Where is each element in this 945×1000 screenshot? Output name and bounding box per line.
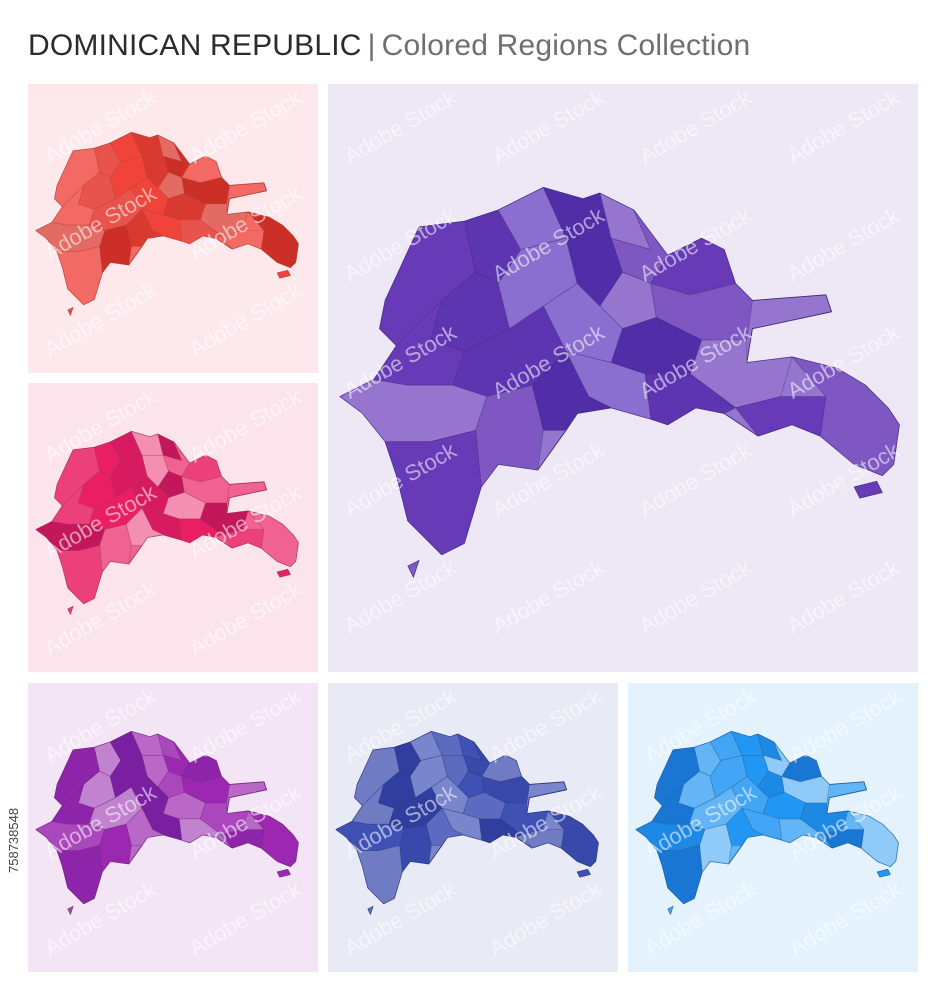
map-panel-purple: Adobe Stock Adobe Stock Adobe Stock Adobe S… [28, 683, 318, 972]
province-region [699, 823, 732, 873]
province-region [99, 224, 132, 274]
saona-island [853, 480, 883, 499]
panel-indigo-svg [335, 730, 599, 916]
province-region [99, 523, 132, 573]
panel-violet-svg [339, 187, 900, 579]
saona-island [576, 868, 591, 878]
map-panel-red: Adobe Stock Adobe Stock Adobe Stock Adobe S… [28, 84, 318, 373]
dominican-republic-map [339, 187, 900, 579]
province-region [636, 821, 706, 851]
beata-island [407, 559, 420, 579]
map-panel-blue: Adobe Stock Adobe Stock Adobe Stock Adobe S… [628, 683, 918, 972]
saona-island [276, 269, 291, 279]
province-region [125, 808, 164, 846]
province-region [340, 379, 488, 442]
map-panel-violet-large: Adobe Stock Adobe Stock Adobe Stock Adobe S… [328, 84, 918, 672]
dominican-republic-map [335, 730, 599, 916]
dominican-republic-map [35, 730, 299, 916]
province-region [650, 238, 736, 296]
collection-subtitle: Colored Regions Collection [381, 29, 751, 62]
province-region [425, 808, 464, 846]
panel-pink-svg [35, 430, 299, 616]
beata-island [67, 306, 74, 317]
map-panel-indigo: Adobe Stock Adobe Stock Adobe Stock Adobe S… [328, 683, 618, 972]
province-region [99, 823, 132, 873]
saona-island [276, 568, 291, 578]
province-region [475, 384, 544, 488]
stock-id-label: 758738548 [6, 807, 21, 873]
title-separator: | [367, 29, 376, 62]
panel-red-svg [35, 131, 299, 317]
panel-blue-svg [635, 730, 899, 916]
province-region [531, 351, 612, 431]
saona-island [876, 868, 891, 878]
dominican-republic-map [635, 730, 899, 916]
province-region [36, 521, 106, 551]
province-region [725, 808, 764, 846]
province-region [56, 246, 103, 305]
province-region [36, 821, 106, 851]
country-name: DOMINICAN REPUBLIC [28, 29, 362, 62]
province-region [36, 222, 106, 252]
dominican-republic-map [35, 131, 299, 317]
province-region [399, 823, 432, 873]
province-region [336, 821, 406, 851]
beata-island [667, 905, 674, 916]
dominican-republic-map [35, 430, 299, 616]
province-region [178, 219, 222, 245]
beata-island [367, 905, 374, 916]
province-region [125, 209, 164, 247]
beata-island [67, 605, 74, 616]
map-panel-pink: Adobe Stock Adobe Stock Adobe Stock Adobe S… [28, 383, 318, 672]
province-region [125, 508, 164, 546]
panel-purple-svg [35, 730, 299, 916]
beata-island [67, 905, 74, 916]
page-title: DOMINICAN REPUBLIC | Colored Regions Colle… [28, 22, 750, 70]
saona-island [276, 868, 291, 878]
